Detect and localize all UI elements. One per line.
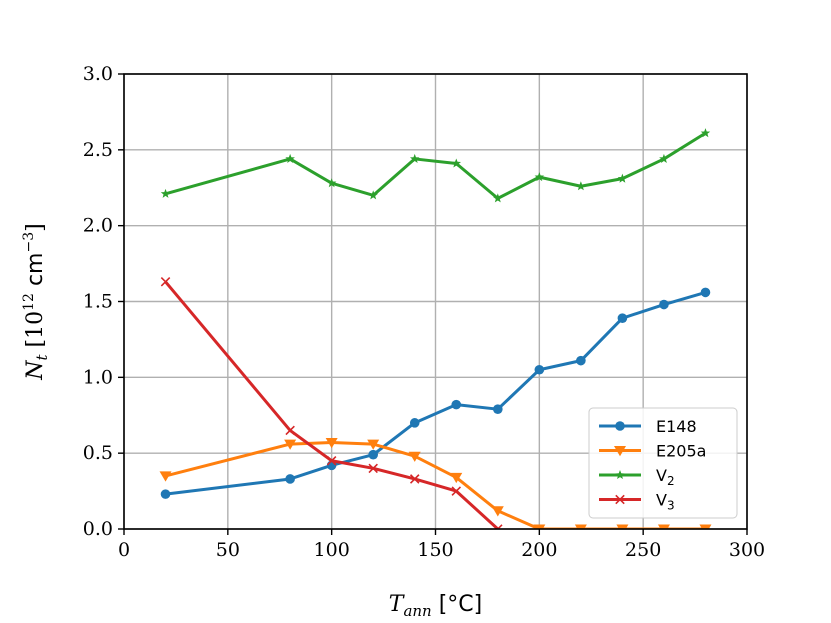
data-point-v3 [451,486,462,496]
data-point-v2 [451,158,462,168]
data-point-v2 [368,190,378,200]
data-point-v2 [700,128,711,138]
ticks: 0 50 100 150 200 250 300 0.0 0.5 1.0 1.5 2.0 2.5 3.0 [83,63,765,561]
y-tick-label: 0.0 [83,518,113,540]
data-point-v2 [160,188,171,198]
data-point-e148 [409,418,420,428]
data-point-e205a [159,471,172,482]
legend-marker [615,494,625,505]
data-point-e205a [325,438,338,449]
y-axis-label: Nt [1012 cm−3] [21,223,51,380]
series-e148 [160,287,711,499]
legend-label: E148 [656,417,697,436]
data-point-e148 [285,474,295,484]
data-point-e205a [699,524,712,529]
data-point-e205a [450,472,463,484]
series-line-v2 [165,131,707,200]
data-point-v3 [368,463,378,474]
legend-box [588,407,738,519]
data-point-e205a [491,506,504,517]
data-point-e148 [368,449,379,460]
data-point-v2 [493,193,503,203]
legend-item-v2: V2 [599,466,675,488]
legend: E148 E205a V2 V3 [588,407,738,519]
data-point-e148 [451,399,462,410]
x-axis-label: Tann [°C] [389,592,482,620]
data-point-e148 [493,404,503,414]
x-tick-label: 300 [729,539,765,561]
data-point-v2 [617,173,628,183]
series-line-e148 [165,290,706,496]
series-v3 [160,277,503,529]
data-point-v2 [659,153,669,163]
data-point-v2 [409,153,420,163]
data-point-e205a [657,524,670,529]
data-point-v3 [160,277,171,287]
data-point-v2 [326,178,337,188]
series-v2 [160,128,711,203]
y-tick-label: 2.5 [83,139,113,161]
y-tick-label: 3.0 [83,63,113,85]
legend-label: V2 [656,466,675,488]
series-line-e205a [165,441,706,529]
data-point-e205a [408,451,421,462]
x-tick-label: 50 [216,539,240,561]
legend-marker [614,446,626,457]
data-point-e205a [616,524,629,529]
data-point-e148 [160,489,171,499]
data-point-v3 [493,524,503,529]
x-tick-label: 200 [521,539,557,561]
y-tick-label: 0.5 [83,442,113,464]
data-point-e205a [533,524,546,529]
legend-marker [615,470,625,480]
data-point-e148 [659,299,669,310]
data-point-e148 [617,313,628,323]
data-point-v2 [285,153,295,163]
data-point-e205a [367,439,380,450]
legend-marker [615,421,625,431]
legend-item-v3: V3 [599,491,675,513]
data-point-e205a [284,439,297,450]
legend-item-e205a: E205a [599,442,706,461]
x-tick-label: 250 [625,539,661,561]
y-tick-label: 1.5 [83,291,113,313]
data-point-e148 [576,355,586,366]
legend-label: V3 [656,491,675,513]
data-point-e148 [534,364,545,375]
data-point-v3 [409,474,420,484]
x-tick-label: 100 [314,539,350,561]
series-e205a [159,438,712,529]
data-point-e205a [574,524,587,529]
y-tick-label: 2.0 [83,215,113,237]
data-point-v2 [576,181,586,191]
y-tick-label: 1.0 [83,366,113,388]
series-layer [159,128,712,529]
legend-label: E205a [656,442,706,461]
data-point-v3 [285,425,295,436]
data-point-v3 [326,455,337,466]
x-tick-label: 150 [417,539,453,561]
data-point-v2 [534,172,545,182]
data-point-e148 [700,287,711,298]
legend-item-e148: E148 [599,417,697,436]
x-tick-label: 0 [118,539,130,561]
